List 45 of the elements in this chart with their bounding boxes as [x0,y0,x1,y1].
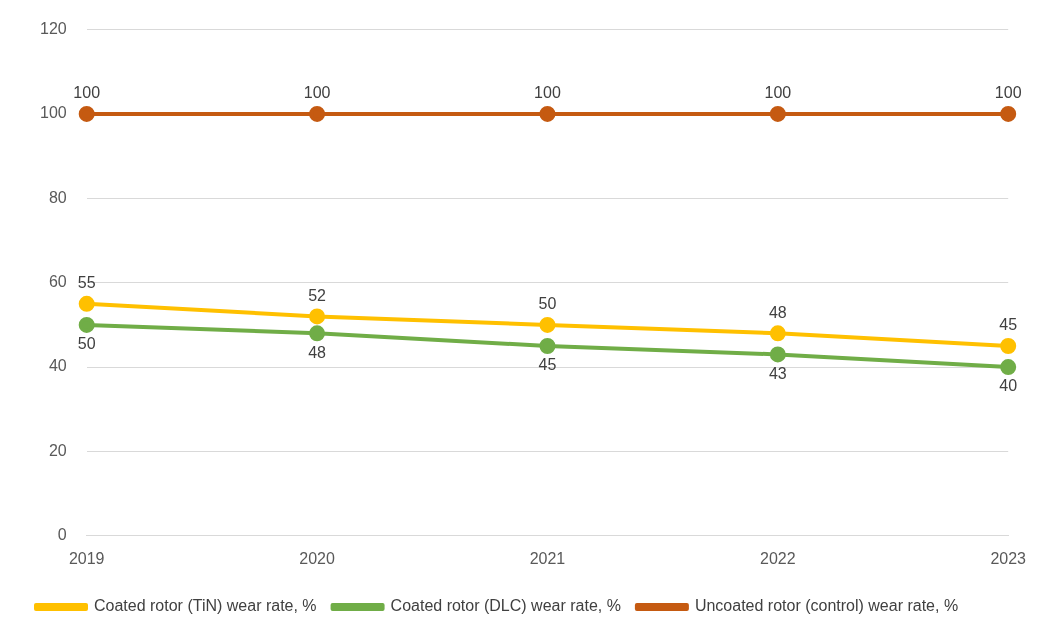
point [539,337,556,354]
x-tick-label: 2021 [529,549,566,567]
y-tick-label: 120 [39,20,67,38]
legend-label: Coated rotor (DLC) wear rate, % [390,597,621,615]
x-tick-label: 2020 [299,549,335,567]
data-label: 43 [768,364,787,382]
y-tick-label: 20 [48,441,67,459]
y-tick-label: 60 [48,273,67,291]
point [539,105,556,122]
data-label: 100 [534,84,561,102]
point [769,346,786,363]
y-tick-label: 0 [57,526,67,544]
point [1000,359,1017,376]
point [309,308,326,325]
legend-label: Uncoated rotor (control) wear rate, % [694,597,959,615]
data-label: 45 [538,356,557,374]
point [769,105,786,122]
data-label: 50 [77,335,96,353]
x-tick-label: 2023 [990,549,1027,567]
data-label: 100 [764,84,792,102]
point [539,316,556,333]
legend-label: Coated rotor (TiN) wear rate, % [94,597,317,615]
x-tick-label: 2022 [760,549,796,567]
data-label: 45 [999,316,1018,334]
data-label: 40 [999,377,1018,395]
point [769,325,786,342]
y-tick-label: 40 [48,357,67,375]
data-label: 100 [994,84,1022,102]
data-label: 100 [303,84,331,102]
data-label: 100 [73,84,101,102]
data-label: 48 [308,343,327,361]
point [78,295,95,312]
data-label: 48 [768,303,787,321]
data-label: 50 [538,295,557,313]
point [309,105,326,122]
point [309,325,326,342]
point [78,316,95,333]
y-tick-label: 100 [39,104,67,122]
data-label: 55 [77,274,96,292]
x-tick-label: 2019 [68,549,105,567]
point [78,105,95,122]
point [1000,105,1017,122]
point [1000,337,1017,354]
y-tick-label: 80 [48,188,67,206]
data-label: 52 [308,286,327,304]
